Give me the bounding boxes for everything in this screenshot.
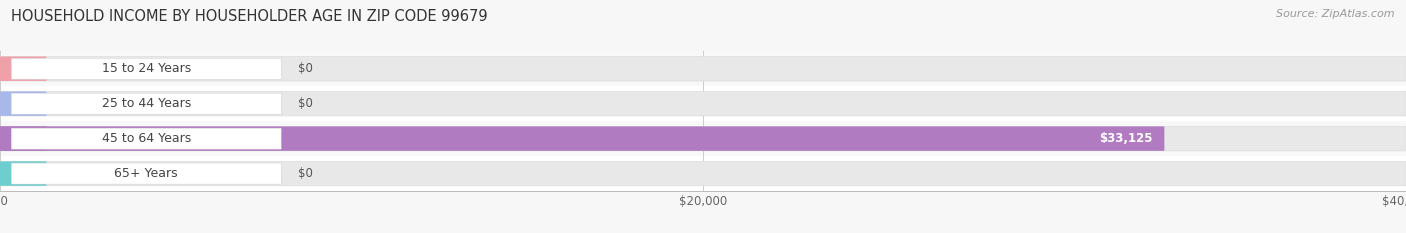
Text: $0: $0 — [298, 167, 314, 180]
Text: $33,125: $33,125 — [1099, 132, 1153, 145]
FancyBboxPatch shape — [0, 161, 46, 186]
Bar — [0, 156, 1406, 191]
Text: $0: $0 — [298, 62, 314, 75]
FancyBboxPatch shape — [0, 57, 1406, 81]
FancyBboxPatch shape — [11, 163, 281, 184]
Bar — [0, 86, 1406, 121]
Text: 15 to 24 Years: 15 to 24 Years — [101, 62, 191, 75]
Text: Source: ZipAtlas.com: Source: ZipAtlas.com — [1277, 9, 1395, 19]
FancyBboxPatch shape — [0, 161, 1406, 186]
FancyBboxPatch shape — [11, 128, 281, 149]
FancyBboxPatch shape — [0, 92, 46, 116]
Text: 65+ Years: 65+ Years — [114, 167, 179, 180]
Text: HOUSEHOLD INCOME BY HOUSEHOLDER AGE IN ZIP CODE 99679: HOUSEHOLD INCOME BY HOUSEHOLDER AGE IN Z… — [11, 9, 488, 24]
Text: 25 to 44 Years: 25 to 44 Years — [101, 97, 191, 110]
FancyBboxPatch shape — [11, 93, 281, 114]
Bar — [0, 121, 1406, 156]
FancyBboxPatch shape — [0, 126, 1406, 151]
FancyBboxPatch shape — [0, 126, 1164, 151]
FancyBboxPatch shape — [0, 57, 46, 81]
Bar — [0, 51, 1406, 86]
Text: 45 to 64 Years: 45 to 64 Years — [101, 132, 191, 145]
FancyBboxPatch shape — [11, 58, 281, 79]
FancyBboxPatch shape — [0, 126, 46, 151]
Text: $0: $0 — [298, 97, 314, 110]
FancyBboxPatch shape — [0, 92, 1406, 116]
